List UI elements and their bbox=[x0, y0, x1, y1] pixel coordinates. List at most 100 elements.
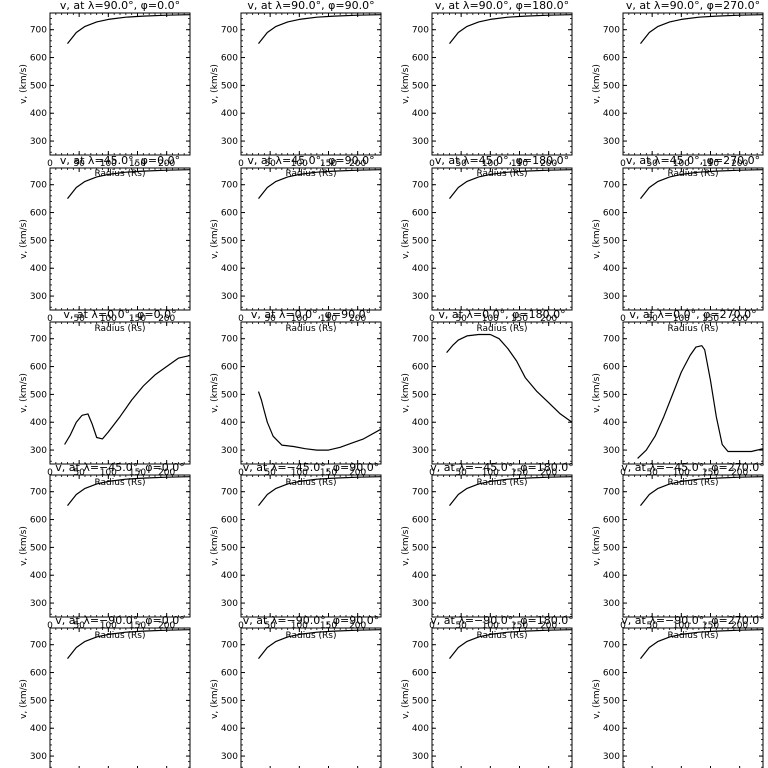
y-tick-label: 600 bbox=[603, 209, 620, 219]
y-tick-label: 300 bbox=[412, 137, 429, 147]
x-tick-label: 200 bbox=[731, 159, 748, 169]
x-tick-label: 100 bbox=[673, 314, 690, 324]
y-tick-label: 500 bbox=[221, 390, 238, 400]
x-tick-label: 100 bbox=[673, 468, 690, 478]
y-tick-label: 300 bbox=[412, 292, 429, 302]
y-tick-label: 700 bbox=[30, 641, 47, 651]
x-axis-label: Radius (Rs) bbox=[667, 324, 718, 334]
chart-title: v, at λ=−90.0°, φ=0.0° bbox=[55, 614, 184, 627]
y-tick-label: 400 bbox=[30, 264, 47, 274]
y-tick-label: 400 bbox=[30, 418, 47, 428]
y-tick-label: 300 bbox=[221, 599, 238, 609]
y-axis-label: v, (km/s) bbox=[210, 679, 220, 719]
chart-panel: v, at λ=−90.0°, φ=90.0°0 50 100 150 200 300 40… bbox=[210, 614, 382, 768]
y-axis-label: v, (km/s) bbox=[592, 219, 602, 259]
x-tick-label: 0 bbox=[620, 314, 626, 324]
series-line bbox=[640, 14, 763, 44]
y-tick-label: 500 bbox=[412, 390, 429, 400]
x-tick-label: 150 bbox=[702, 468, 719, 478]
x-tick-label: 200 bbox=[731, 314, 748, 324]
y-tick-label: 700 bbox=[412, 488, 429, 498]
y-tick-label: 300 bbox=[603, 137, 620, 147]
y-tick-label: 600 bbox=[30, 363, 47, 373]
x-tick-label: 150 bbox=[511, 314, 528, 324]
x-tick-label: 0 bbox=[429, 468, 435, 478]
x-tick-label: 200 bbox=[158, 159, 175, 169]
y-tick-label: 400 bbox=[412, 109, 429, 119]
x-tick-label: 100 bbox=[482, 468, 499, 478]
y-tick-label: 300 bbox=[221, 446, 238, 456]
x-axis-label: Radius (Rs) bbox=[285, 631, 336, 641]
y-tick-label: 600 bbox=[603, 363, 620, 373]
series-line bbox=[640, 169, 763, 199]
y-tick-label: 700 bbox=[603, 181, 620, 191]
chart-title: v, at λ=0.0°, φ=270.0° bbox=[629, 308, 756, 321]
x-tick-label: 0 bbox=[47, 159, 53, 169]
y-tick-label: 500 bbox=[221, 81, 238, 91]
x-tick-label: 50 bbox=[264, 314, 276, 324]
chart-title: v, at λ=90.0°, φ=0.0° bbox=[60, 0, 180, 12]
y-tick-label: 600 bbox=[412, 209, 429, 219]
x-axis-label: Radius (Rs) bbox=[667, 169, 718, 179]
chart-panel: v, at λ=0.0°, φ=90.0° 0 50 100 150 200 300 400 5… bbox=[210, 308, 382, 488]
y-tick-label: 600 bbox=[412, 363, 429, 373]
y-tick-label: 400 bbox=[603, 418, 620, 428]
x-tick-label: 200 bbox=[540, 159, 557, 169]
y-tick-label: 400 bbox=[30, 571, 47, 581]
y-axis-label: v, (km/s) bbox=[401, 64, 411, 104]
y-tick-label: 300 bbox=[30, 292, 47, 302]
plot-frame bbox=[49, 321, 191, 465]
chart-title: v, at λ=−45.0°, φ=0.0° bbox=[55, 461, 184, 474]
chart-panel: v, at λ=0.0°, φ=180.0°0 50 100 150 200300400… bbox=[401, 308, 573, 488]
y-tick-label: 500 bbox=[412, 236, 429, 246]
plot-frame bbox=[431, 167, 573, 311]
plot-frame bbox=[240, 167, 382, 311]
x-tick-label: 0 bbox=[238, 314, 244, 324]
chart-title: v, at λ=−90.0°, φ=90.0° bbox=[243, 614, 379, 627]
y-tick-label: 300 bbox=[603, 752, 620, 762]
x-tick-label: 0 bbox=[620, 159, 626, 169]
y-axis-label: v, (km/s) bbox=[19, 219, 29, 259]
plot-frame bbox=[431, 321, 573, 465]
x-tick-label: 200 bbox=[540, 468, 557, 478]
x-tick-label: 200 bbox=[731, 621, 748, 631]
x-tick-label: 100 bbox=[291, 314, 308, 324]
series-line bbox=[446, 333, 572, 423]
x-tick-label: 100 bbox=[482, 621, 499, 631]
x-tick-label: 150 bbox=[320, 621, 337, 631]
series-line bbox=[449, 629, 572, 659]
x-tick-label: 100 bbox=[291, 621, 308, 631]
x-tick-label: 50 bbox=[73, 314, 85, 324]
x-axis-label: Radius (Rs) bbox=[94, 631, 145, 641]
chart-panel: v, at λ=0.0°, φ=0.0° 0 50 100 150 200 300 400 50… bbox=[19, 308, 191, 488]
chart-panel: v, at λ=−45.0°, φ=0.0°0 50 100 150 200300400… bbox=[19, 461, 191, 641]
y-tick-label: 700 bbox=[30, 181, 47, 191]
y-tick-label: 500 bbox=[603, 543, 620, 553]
y-tick-label: 300 bbox=[30, 752, 47, 762]
y-tick-label: 400 bbox=[30, 724, 47, 734]
x-tick-label: 150 bbox=[511, 159, 528, 169]
x-tick-label: 100 bbox=[482, 159, 499, 169]
y-tick-label: 700 bbox=[30, 26, 47, 36]
series-line bbox=[64, 354, 190, 445]
y-tick-label: 500 bbox=[603, 696, 620, 706]
x-tick-label: 50 bbox=[455, 159, 467, 169]
chart-title: v, at λ=−45.0°, φ=180.0° bbox=[430, 461, 573, 474]
y-tick-label: 500 bbox=[221, 236, 238, 246]
y-tick-label: 700 bbox=[412, 26, 429, 36]
y-axis-label: v, (km/s) bbox=[401, 679, 411, 719]
x-tick-label: 100 bbox=[100, 314, 117, 324]
chart-panel: v, at λ=45.0°, φ=270.0°0 50 100 150 20030040… bbox=[592, 154, 764, 334]
x-axis-label: Radius (Rs) bbox=[94, 324, 145, 334]
y-tick-label: 500 bbox=[30, 390, 47, 400]
y-tick-label: 500 bbox=[412, 81, 429, 91]
x-tick-label: 100 bbox=[291, 468, 308, 478]
x-tick-label: 100 bbox=[100, 468, 117, 478]
chart-panel: v, at λ=90.0°, φ=270.0° 0 50 100 150 200 300 40… bbox=[592, 0, 764, 179]
chart-panel: v, at λ=45.0°, φ=180.0°0 50 100 150 20030040… bbox=[401, 154, 573, 334]
plot-frame bbox=[431, 627, 573, 768]
chart-panel: v, at λ=45.0°, φ=0.0° 0 50 100 150 200 300 400 5… bbox=[19, 154, 191, 334]
y-tick-label: 500 bbox=[30, 543, 47, 553]
x-tick-label: 100 bbox=[100, 621, 117, 631]
y-tick-label: 400 bbox=[412, 264, 429, 274]
